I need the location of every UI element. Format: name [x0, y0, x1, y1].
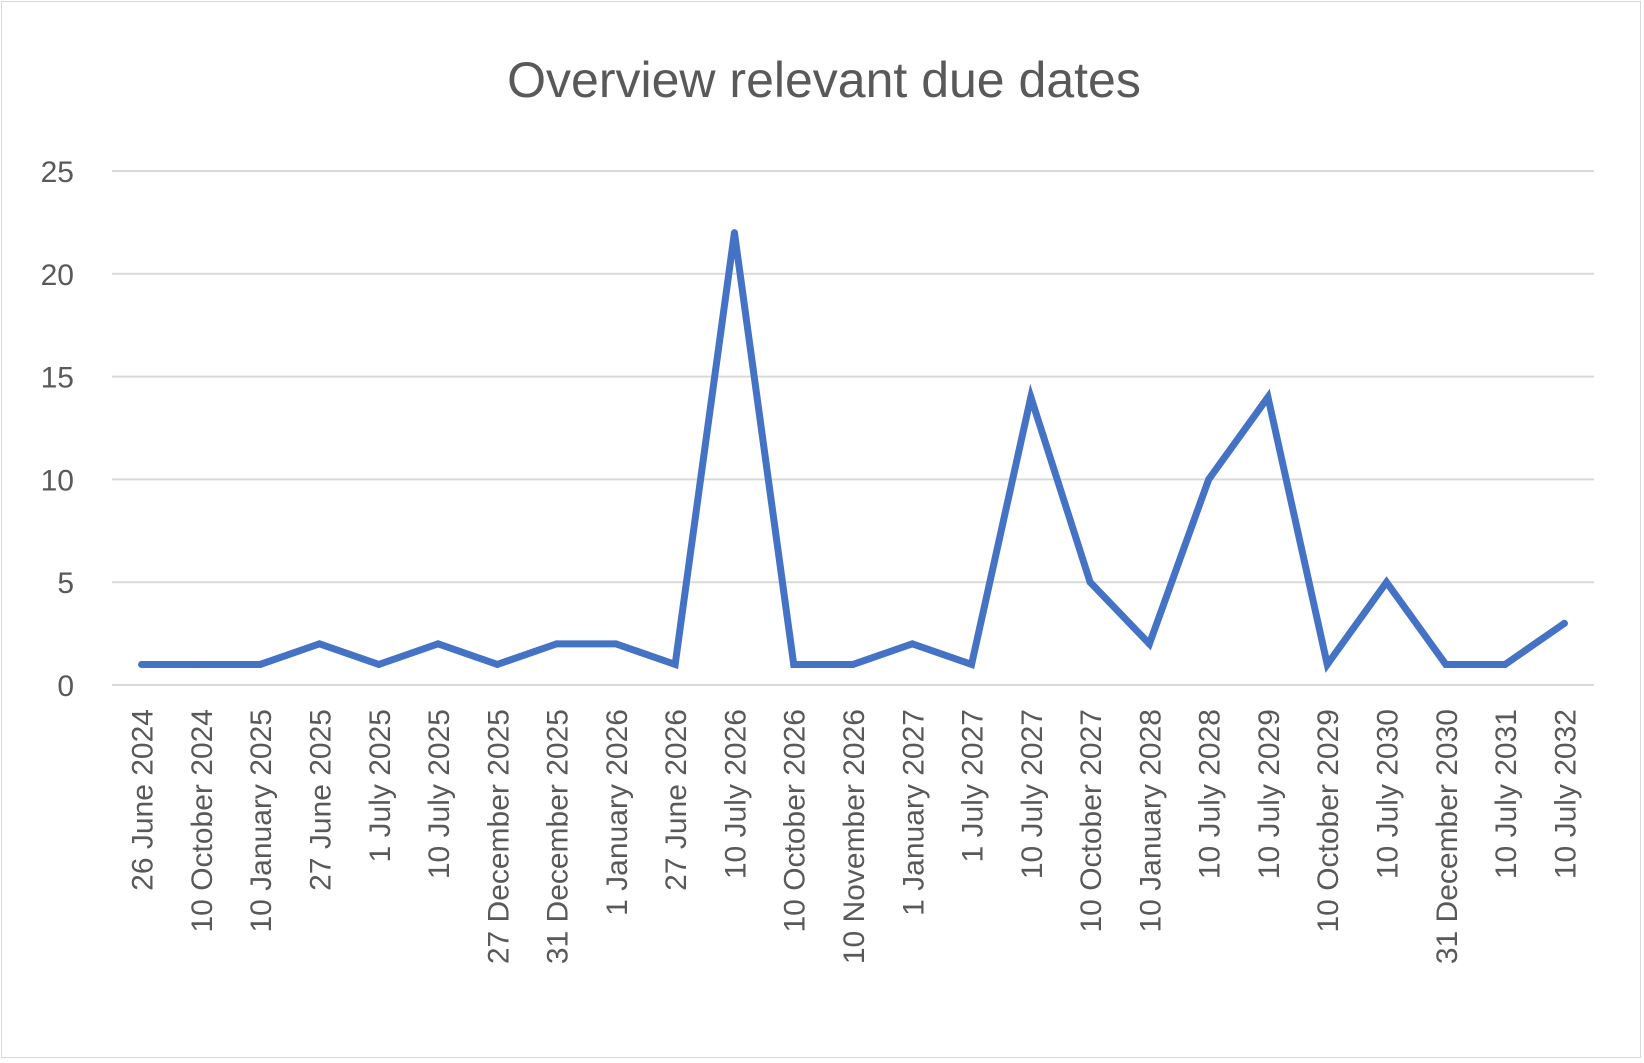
series-layer [138, 229, 1568, 673]
data-point [1501, 660, 1509, 668]
x-tick-label: 10 July 2032 [1549, 709, 1582, 879]
series-line [138, 232, 1568, 673]
y-tick-label: 0 [57, 670, 74, 703]
data-point [612, 640, 620, 648]
y-tick-label: 25 [41, 156, 74, 189]
x-tick-label: 10 July 2029 [1253, 709, 1286, 879]
x-tick-label: 10 July 2031 [1490, 709, 1523, 879]
y-tick-label: 20 [41, 259, 74, 292]
x-tick-label: 31 December 2030 [1431, 709, 1464, 964]
x-tick-label: 10 July 2027 [1016, 709, 1049, 879]
x-tick-label: 10 October 2026 [779, 709, 812, 933]
x-tick-label: 26 June 2024 [127, 709, 160, 891]
x-tick-label: 27 June 2026 [660, 709, 693, 891]
data-point [138, 660, 146, 668]
x-tick-label: 27 December 2025 [482, 709, 515, 964]
data-point [375, 660, 383, 668]
data-point [1560, 619, 1568, 627]
x-tick-label: 1 January 2026 [601, 709, 634, 916]
x-tick-label: 1 January 2027 [897, 709, 930, 916]
data-point [1086, 578, 1094, 586]
y-tick-label: 10 [41, 464, 74, 497]
data-point [493, 660, 501, 668]
x-tick-label: 10 January 2025 [245, 709, 278, 933]
chart-title: Overview relevant due dates [507, 52, 1141, 108]
x-tick-label: 31 December 2025 [542, 709, 575, 964]
x-tick-label: 10 October 2029 [1312, 709, 1345, 933]
data-point [1323, 660, 1331, 668]
data-point [1145, 640, 1153, 648]
data-point [790, 660, 798, 668]
x-tick-label: 1 July 2027 [957, 709, 990, 862]
x-tick-label: 10 October 2024 [186, 709, 219, 933]
y-axis-ticks: 0 5 10 15 20 25 [41, 156, 74, 703]
x-axis-ticks: 26 June 2024 10 October 2024 10 January 20… [127, 709, 1583, 964]
data-point [849, 660, 857, 668]
data-point [671, 660, 679, 668]
data-point [1264, 393, 1272, 401]
x-tick-label: 27 June 2025 [304, 709, 337, 891]
x-tick-label: 10 January 2028 [1134, 709, 1167, 933]
data-point [968, 660, 976, 668]
data-point [730, 229, 738, 237]
y-tick-label: 5 [57, 567, 74, 600]
data-point [908, 640, 916, 648]
x-tick-label: 10 October 2027 [1075, 709, 1108, 933]
gridlines [112, 170, 1594, 686]
data-point [1205, 475, 1213, 483]
data-point [1442, 660, 1450, 668]
x-tick-label: 10 July 2030 [1372, 709, 1405, 879]
data-point [1383, 578, 1391, 586]
x-tick-label: 1 July 2025 [364, 709, 397, 862]
data-point [315, 640, 323, 648]
x-tick-label: 10 July 2028 [1194, 709, 1227, 879]
data-point [256, 660, 264, 668]
data-point [197, 660, 205, 668]
data-point [434, 640, 442, 648]
x-tick-label: 10 July 2026 [719, 709, 752, 879]
y-tick-label: 15 [41, 362, 74, 395]
x-tick-label: 10 November 2026 [838, 709, 871, 964]
data-point [553, 640, 561, 648]
x-tick-label: 10 July 2025 [423, 709, 456, 879]
data-point [1027, 393, 1035, 401]
